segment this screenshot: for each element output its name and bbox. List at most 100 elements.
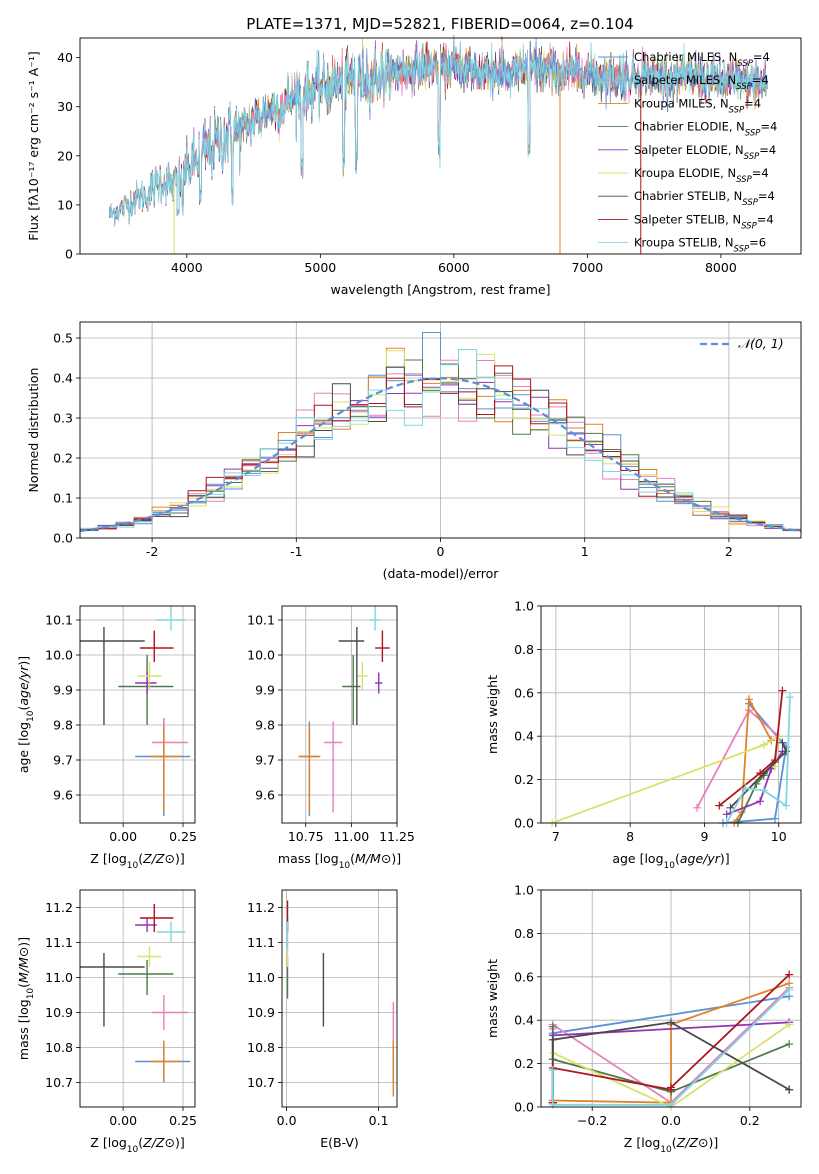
y-tick-label: 0	[65, 247, 73, 262]
y-tick-label: 0.6	[514, 685, 534, 700]
y-axis-label: mass [log10(M/M⊙)]	[16, 937, 36, 1060]
y-tick-label: 11.1	[45, 935, 73, 950]
y-tick-label: 30	[57, 99, 73, 114]
y-tick-label: 0.8	[514, 642, 534, 657]
axes-frame	[540, 889, 802, 1108]
mass-weight-marker	[548, 1066, 557, 1075]
y-tick-label: 0.4	[514, 729, 534, 744]
y-tick-label: 0.4	[53, 371, 73, 386]
figure-title: PLATE=1371, MJD=52821, FIBERID=0064, z=0…	[246, 15, 633, 33]
legend-entry: Salpeter ELODIE, NSSP=4	[634, 143, 776, 162]
mass-weight-marker	[667, 1100, 675, 1109]
axes-frame	[79, 321, 802, 539]
errorbar-points	[286, 900, 395, 1097]
mass-weight-marker	[782, 801, 791, 810]
y-tick-label: 10.8	[45, 1040, 73, 1055]
y-tick-label: 9.7	[255, 753, 275, 768]
legend-entry: 𝒩(0, 1)	[738, 336, 784, 351]
x-tick-label: 10.75	[288, 829, 324, 844]
mass-weight-marker	[759, 786, 768, 795]
y-tick-label: 9.7	[53, 753, 73, 768]
y-tick-label: 10.1	[45, 613, 73, 628]
y-tick-label: 0.8	[514, 926, 534, 941]
y-axis-label: mass weight	[485, 675, 500, 754]
mass-weight-line	[551, 734, 780, 824]
y-tick-label: 0.5	[53, 331, 73, 346]
mass-weight-marker	[548, 1035, 557, 1044]
mass_vs_ebv-panel: 0.0 0.1 10.7 10.8 10.9 11.0 11.1 11.2 E(B-V)	[247, 889, 398, 1150]
mass-weight-marker	[785, 970, 794, 979]
mass-weight-marker	[667, 1018, 675, 1027]
x-tick-label: 7	[552, 829, 560, 844]
mass-weight-marker	[771, 756, 779, 765]
mass_vs_Z-panel: 0.00 0.25 10.7 10.8 10.9 11.0 11.1 11.2 Z [log10…	[16, 889, 197, 1155]
x-tick-label: 0.2	[740, 1113, 760, 1128]
errorbar-points	[298, 606, 390, 816]
x-tick-label: 0.0	[661, 1113, 681, 1128]
axes-frame	[79, 889, 196, 1108]
y-tick-label: 9.6	[255, 788, 275, 803]
y-tick-label: 9.9	[255, 683, 275, 698]
x-tick-label: 0.1	[369, 1113, 389, 1128]
y-tick-label: 0.2	[53, 451, 73, 466]
x-tick-label: 0.25	[169, 829, 197, 844]
mass-weight-line	[552, 982, 790, 1104]
spectrum-panel: 4000 5000 6000 7000 8000 0 10 20 30 40 wavelength …	[26, 34, 802, 297]
errorbar-points	[80, 904, 191, 1083]
mass-weight-line	[551, 989, 790, 1106]
mass-weight-marker	[548, 1100, 557, 1109]
x-tick-label: −0.2	[577, 1113, 607, 1128]
y-tick-label: 10	[57, 197, 73, 212]
y-tick-label: 1.0	[514, 599, 534, 614]
y-tick-label: 10.7	[247, 1075, 275, 1090]
y-tick-label: 0.2	[514, 772, 534, 787]
mass-weight-marker	[785, 1085, 794, 1094]
gaussian-curve	[79, 377, 802, 533]
x-tick-label: 0	[437, 544, 445, 559]
y-tick-label: 0.0	[514, 816, 534, 831]
y-tick-label: 10.0	[247, 648, 275, 663]
y-tick-label: 11.0	[45, 970, 73, 985]
x-tick-label: 8000	[705, 260, 737, 275]
legend-entry: Kroupa MILES, NSSP=4	[634, 96, 761, 115]
x-axis-label: wavelength [Angstrom, rest frame]	[330, 282, 550, 297]
age_vs_mass-panel: 10.75 11.00 11.25 9.6 9.7 9.8 9.9 10.0 10.1 mass …	[247, 605, 415, 871]
x-axis-label: mass [log10(M/M⊙)]	[278, 851, 401, 871]
axes-frame	[281, 889, 398, 1108]
x-tick-label: 9	[700, 829, 708, 844]
axes-frame	[79, 37, 802, 255]
axes-frame	[281, 605, 398, 824]
mass-weight-marker	[785, 1020, 794, 1029]
x-tick-label: 2	[725, 544, 733, 559]
age_vs_Z-panel: 0.00 0.25 9.6 9.7 9.8 9.9 10.0 10.1 Z [log10(Z/Z…	[16, 605, 197, 871]
x-axis-label: E(B-V)	[320, 1135, 359, 1150]
mass-weight-marker	[785, 985, 794, 994]
x-tick-label: 1	[581, 544, 589, 559]
y-axis-label: age [log10(age/yr)]	[16, 656, 36, 773]
y-tick-label: 0.3	[53, 411, 73, 426]
x-tick-label: 6000	[438, 260, 470, 275]
mass-weight-line	[733, 696, 773, 824]
y-tick-label: 0.4	[514, 1013, 534, 1028]
spectrum-line	[109, 41, 768, 226]
y-tick-label: 40	[57, 50, 73, 65]
x-tick-label: -1	[290, 544, 302, 559]
y-tick-label: 10.9	[45, 1005, 73, 1020]
legend: Chabrier MILES, NSSP=4 Salpeter MILES, NS…	[598, 50, 777, 255]
y-tick-label: 1.0	[514, 883, 534, 898]
y-tick-label: 0.0	[514, 1100, 534, 1115]
x-tick-label: 7000	[571, 260, 603, 275]
x-tick-label: 0.0	[277, 1113, 297, 1128]
y-tick-label: 10.8	[247, 1040, 275, 1055]
legend-entry: Chabrier STELIB, NSSP=4	[634, 189, 775, 208]
x-tick-label: 11.25	[379, 829, 415, 844]
mass-weight-marker	[667, 1085, 675, 1094]
mass-weight-marker	[745, 695, 753, 704]
y-tick-label: 0.2	[514, 1056, 534, 1071]
y-axis-label: Flux [fλ10⁻¹⁷ erg cm⁻² s⁻¹ A⁻¹]	[26, 51, 41, 240]
x-axis-label: (data-model)/error	[383, 566, 500, 581]
residuals-panel: -2 -1 0 1 2 0.0 0.1 0.2 0.3 0.4 0.5 (data-model)/er…	[26, 321, 802, 581]
y-tick-label: 10.7	[45, 1075, 73, 1090]
